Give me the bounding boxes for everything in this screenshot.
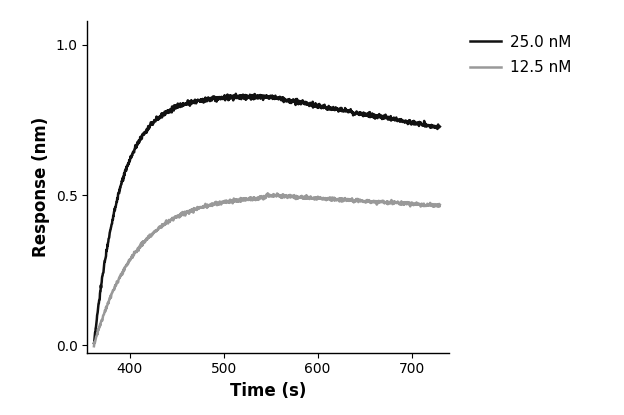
25.0 nM [114,192,122,197]
12.5 nM [421,203,429,208]
25.0 nM [348,109,356,114]
25.0 nM [221,93,228,98]
25.0 nM [436,124,444,129]
Y-axis label: Response (nm): Response (nm) [32,117,50,257]
25.0 nM [421,121,429,126]
Line: 12.5 nM: 12.5 nM [94,193,440,346]
12.5 nM [170,217,177,222]
25.0 nM [105,235,113,240]
25.0 nM [90,341,98,346]
12.5 nM [264,191,271,196]
25.0 nM [170,108,177,113]
X-axis label: Time (s): Time (s) [230,382,306,400]
12.5 nM [105,298,113,303]
Line: 25.0 nM: 25.0 nM [94,94,440,343]
12.5 nM [90,344,98,349]
Legend: 25.0 nM, 12.5 nM: 25.0 nM, 12.5 nM [464,28,577,81]
25.0 nM [232,91,240,96]
12.5 nM [114,280,122,285]
12.5 nM [436,203,444,208]
12.5 nM [348,198,356,203]
12.5 nM [221,198,228,203]
